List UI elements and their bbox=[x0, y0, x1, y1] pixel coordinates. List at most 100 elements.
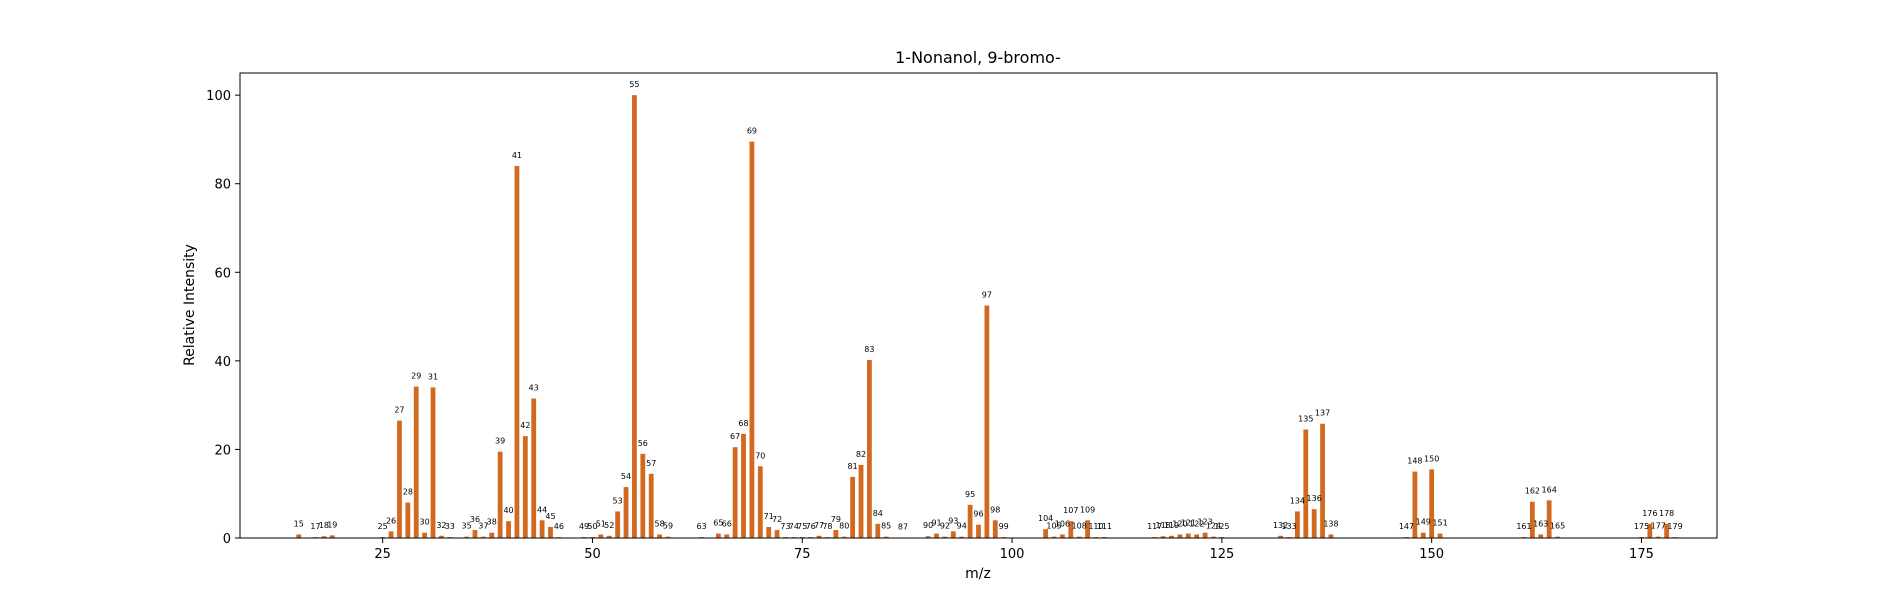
bar-mz-148 bbox=[1412, 471, 1418, 538]
bar-mz-18 bbox=[321, 536, 327, 538]
bar-label-mz-138: 138 bbox=[1323, 519, 1338, 528]
bar-label-mz-28: 28 bbox=[403, 488, 413, 497]
bar-mz-79 bbox=[833, 530, 839, 538]
bar-label-mz-58: 58 bbox=[655, 519, 665, 528]
bar-label-mz-19: 19 bbox=[327, 520, 337, 529]
bar-mz-36 bbox=[472, 530, 478, 538]
bar-mz-44 bbox=[539, 520, 545, 538]
bar-mz-94 bbox=[959, 536, 965, 538]
bar-label-mz-68: 68 bbox=[738, 419, 748, 428]
bar-label-mz-32: 32 bbox=[436, 521, 446, 530]
x-axis: 25 50 75 100 125 150 175 bbox=[374, 538, 1654, 562]
bar-label-mz-93: 93 bbox=[948, 516, 958, 525]
bar-mz-54 bbox=[623, 487, 629, 538]
bar-label-mz-74: 74 bbox=[789, 522, 799, 531]
bar-label-mz-70: 70 bbox=[755, 451, 765, 460]
bar-label-mz-98: 98 bbox=[990, 505, 1000, 514]
bar-label-mz-134: 134 bbox=[1290, 496, 1305, 505]
bar-mz-65 bbox=[715, 533, 721, 538]
bar-label-mz-31: 31 bbox=[428, 372, 438, 381]
bar-label-mz-79: 79 bbox=[831, 515, 841, 524]
bar-mz-162 bbox=[1529, 501, 1535, 538]
bar-label-mz-63: 63 bbox=[696, 522, 706, 531]
chart-title: 1-Nonanol, 9-bromo- bbox=[895, 48, 1061, 67]
bar-mz-90 bbox=[925, 536, 931, 538]
bar-mz-123 bbox=[1202, 532, 1208, 538]
bar-label-mz-132: 132 bbox=[1273, 521, 1288, 530]
bar-label-mz-78: 78 bbox=[822, 522, 832, 531]
bar-label-mz-105: 105 bbox=[1046, 522, 1061, 531]
x-axis-label: m/z bbox=[965, 566, 991, 582]
bar-label-mz-66: 66 bbox=[722, 519, 732, 528]
bar-label-mz-57: 57 bbox=[646, 459, 656, 468]
bar-label-mz-43: 43 bbox=[529, 384, 539, 393]
y-tick-label: 0 bbox=[223, 532, 231, 547]
bar-mz-82 bbox=[858, 464, 864, 538]
bar-mz-134 bbox=[1295, 511, 1300, 538]
bar-label-mz-94: 94 bbox=[957, 522, 967, 531]
bar-label-mz-177: 177 bbox=[1651, 522, 1666, 531]
bar-mz-106 bbox=[1060, 534, 1065, 538]
bar-mz-135 bbox=[1303, 429, 1309, 538]
bar-mz-118 bbox=[1160, 536, 1166, 538]
bar-label-mz-59: 59 bbox=[663, 522, 673, 531]
bar-mz-149 bbox=[1420, 532, 1426, 538]
bar-mz-137 bbox=[1320, 423, 1325, 538]
bar-mz-80 bbox=[841, 536, 847, 538]
bar-label-mz-109: 109 bbox=[1080, 505, 1095, 514]
bar-mz-77 bbox=[816, 535, 822, 538]
bar-label-mz-30: 30 bbox=[420, 518, 430, 527]
bar-mz-41 bbox=[514, 166, 520, 538]
bar-label-mz-69: 69 bbox=[747, 127, 757, 136]
bar-mz-177 bbox=[1655, 536, 1661, 538]
bar-mz-84 bbox=[875, 523, 881, 538]
bar-label-mz-33: 33 bbox=[445, 522, 455, 531]
bar-mz-66 bbox=[724, 534, 730, 538]
bar-mz-104 bbox=[1043, 529, 1049, 538]
bar-mz-71 bbox=[766, 526, 772, 538]
bar-label-mz-36: 36 bbox=[470, 515, 480, 524]
bar-label-mz-92: 92 bbox=[940, 522, 950, 531]
bar-mz-37 bbox=[480, 536, 486, 538]
bar-label-mz-135: 135 bbox=[1298, 415, 1313, 424]
x-tick-label: 125 bbox=[1209, 547, 1234, 562]
bar-mz-19 bbox=[329, 535, 335, 538]
bar-mz-35 bbox=[464, 536, 469, 538]
bar-label-mz-44: 44 bbox=[537, 505, 547, 514]
bar-label-mz-39: 39 bbox=[495, 437, 505, 446]
bar-label-mz-42: 42 bbox=[520, 421, 530, 430]
y-tick-label: 80 bbox=[214, 178, 231, 193]
bar-label-mz-136: 136 bbox=[1307, 494, 1322, 503]
bar-label-mz-118: 118 bbox=[1155, 521, 1170, 530]
bars-layer bbox=[296, 95, 1678, 538]
bar-label-mz-124: 124 bbox=[1206, 522, 1221, 531]
bar-mz-52 bbox=[606, 535, 612, 538]
bar-label-mz-162: 162 bbox=[1525, 487, 1540, 496]
bar-mz-83 bbox=[867, 359, 872, 538]
bar-label-mz-104: 104 bbox=[1038, 514, 1053, 523]
bar-label-mz-97: 97 bbox=[982, 291, 992, 300]
y-axis-label: Relative Intensity bbox=[182, 244, 198, 366]
y-tick-label: 100 bbox=[206, 89, 231, 104]
bar-mz-38 bbox=[489, 532, 495, 538]
bar-mz-178 bbox=[1664, 523, 1670, 538]
bar-label-mz-108: 108 bbox=[1072, 522, 1087, 531]
bar-mz-91 bbox=[934, 533, 939, 538]
bar-mz-30 bbox=[422, 532, 428, 538]
bar-label-mz-125: 125 bbox=[1214, 522, 1229, 531]
bar-label-mz-165: 165 bbox=[1550, 522, 1565, 531]
bar-label-mz-120: 120 bbox=[1172, 519, 1187, 528]
bar-mz-93 bbox=[950, 531, 956, 538]
bar-label-mz-151: 151 bbox=[1432, 519, 1447, 528]
bar-label-mz-111: 111 bbox=[1097, 522, 1112, 531]
bar-mz-57 bbox=[648, 473, 654, 538]
bar-mz-132 bbox=[1278, 535, 1284, 538]
bar-label-mz-18: 18 bbox=[319, 521, 329, 530]
bar-label-mz-148: 148 bbox=[1407, 457, 1422, 466]
bar-label-mz-80: 80 bbox=[839, 522, 849, 531]
bar-mz-39 bbox=[497, 451, 503, 538]
bar-label-mz-51: 51 bbox=[596, 519, 606, 528]
bar-mz-40 bbox=[506, 521, 511, 538]
bar-mz-45 bbox=[548, 526, 553, 538]
bar-label-mz-15: 15 bbox=[294, 519, 304, 528]
